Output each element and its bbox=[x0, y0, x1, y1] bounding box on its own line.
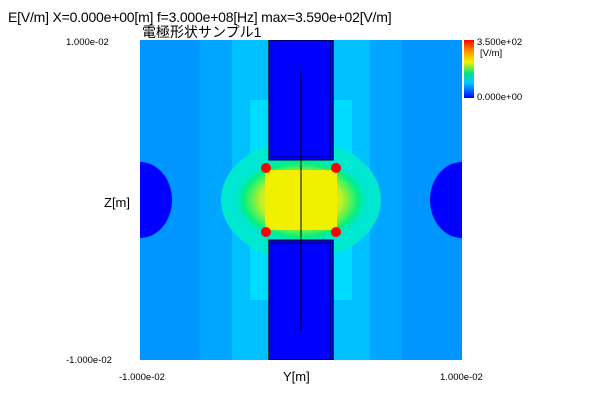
colorbar-unit-label: [V/m] bbox=[480, 48, 503, 59]
colorbar bbox=[464, 40, 474, 98]
right-low-field bbox=[430, 162, 462, 238]
left-low-field bbox=[140, 162, 172, 238]
plot-header: E[V/m] X=0.000e+00[m] f=3.000e+08[Hz] ma… bbox=[8, 9, 392, 25]
field-heatmap bbox=[140, 40, 462, 360]
hotspot-top-right bbox=[331, 163, 341, 173]
plot-subtitle: 電極形状サンプル1 bbox=[142, 24, 262, 40]
y-tick-bottom: -1.000e-02 bbox=[66, 355, 112, 366]
x-tick-right: 1.000e-02 bbox=[440, 372, 483, 383]
colorbar-max-label: 3.500e+02 bbox=[477, 37, 523, 48]
hotspot-bottom-left bbox=[261, 227, 271, 237]
colorbar-min-label: 0.000e+00 bbox=[477, 92, 523, 103]
x-axis-label: Y[m] bbox=[283, 369, 310, 384]
y-axis-label: Z[m] bbox=[104, 195, 130, 210]
x-tick-left: -1.000e-02 bbox=[119, 372, 165, 383]
hotspot-bottom-right bbox=[331, 227, 341, 237]
hotspot-top-left bbox=[261, 163, 271, 173]
y-tick-top: 1.000e-02 bbox=[66, 37, 109, 48]
